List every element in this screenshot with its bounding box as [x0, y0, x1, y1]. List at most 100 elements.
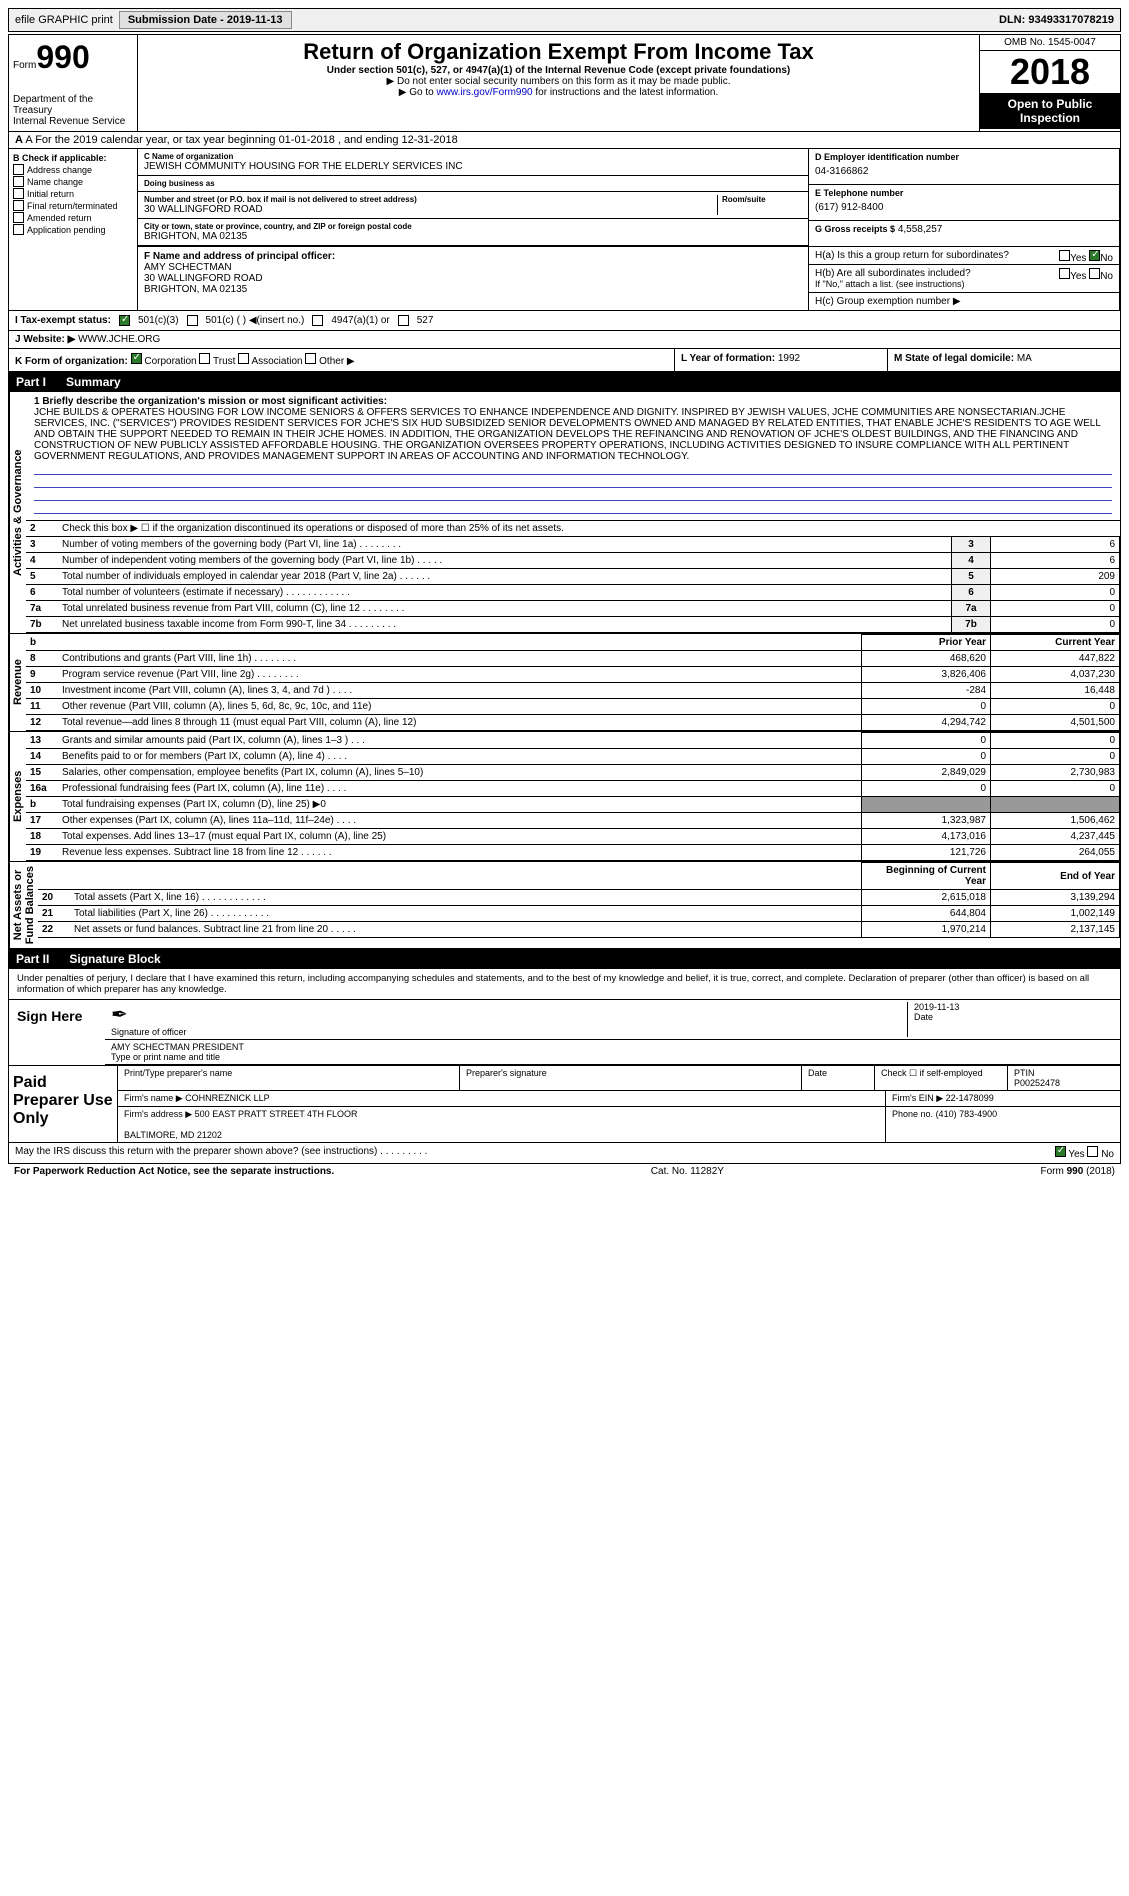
dept-treasury: Department of the Treasury Internal Reve…	[13, 94, 133, 127]
paid-preparer-block: Paid Preparer Use Only Print/Type prepar…	[8, 1066, 1121, 1143]
pra-notice: For Paperwork Reduction Act Notice, see …	[14, 1166, 334, 1177]
ha-yes-box[interactable]	[1059, 250, 1070, 261]
check-label: Name change	[27, 177, 83, 187]
ein-value: 04-3166862	[815, 162, 1113, 181]
h-b-row: H(b) Are all subordinates included? Yes …	[809, 265, 1119, 293]
sidebar-rev: Revenue	[9, 634, 26, 731]
section-c: C Name of organization JEWISH COMMUNITY …	[138, 149, 1120, 310]
netassets-table: Beginning of Current YearEnd of Year20To…	[38, 862, 1120, 938]
trust-box[interactable]	[199, 353, 210, 364]
trust-label: Trust	[213, 356, 235, 367]
firm-ein-label: Firm's EIN ▶	[892, 1093, 943, 1103]
addr-label: Number and street (or P.O. box if mail i…	[144, 195, 717, 204]
check-box[interactable]	[13, 224, 24, 235]
discuss-no-box[interactable]	[1087, 1146, 1098, 1157]
firm-ein: 22-1478099	[946, 1093, 994, 1103]
city-state-zip: BRIGHTON, MA 02135	[144, 231, 802, 242]
main-info-block: B Check if applicable: Address change Nam…	[8, 149, 1121, 311]
discuss-no: No	[1101, 1149, 1114, 1160]
mission-label: 1 Briefly describe the organization's mi…	[34, 396, 1112, 407]
gross-label: G Gross receipts $	[815, 224, 895, 234]
corp-box[interactable]	[131, 353, 142, 364]
submission-date-btn[interactable]: Submission Date - 2019-11-13	[119, 11, 292, 29]
discuss-yes-box[interactable]	[1055, 1146, 1066, 1157]
mission-text: JCHE BUILDS & OPERATES HOUSING FOR LOW I…	[34, 407, 1112, 462]
prep-name-hdr: Print/Type preparer's name	[118, 1066, 460, 1090]
org-name: JEWISH COMMUNITY HOUSING FOR THE ELDERLY…	[144, 161, 802, 172]
b-header: B Check if applicable:	[13, 153, 133, 163]
calendar-year-line: A A For the 2019 calendar year, or tax y…	[8, 132, 1121, 149]
501c-label: 501(c) ( ) ◀(insert no.)	[206, 315, 305, 326]
sign-here-label: Sign Here	[9, 1000, 105, 1065]
klm-row: K Form of organization: Corporation Trus…	[8, 349, 1121, 372]
4947-label: 4947(a)(1) or	[331, 315, 389, 326]
subtitle-3: ▶ Go to www.irs.gov/Form990 for instruct…	[142, 87, 975, 98]
officer-addr: 30 WALLINGFORD ROAD BRIGHTON, MA 02135	[144, 273, 802, 295]
check-label: Initial return	[27, 189, 74, 199]
ha-yes: Yes	[1070, 253, 1086, 264]
ha-no: No	[1100, 253, 1113, 264]
l-label: L Year of formation:	[681, 353, 775, 364]
city-label: City or town, state or province, country…	[144, 222, 802, 231]
check-box[interactable]	[13, 212, 24, 223]
check-box[interactable]	[13, 164, 24, 175]
corp-label: Corporation	[144, 356, 196, 367]
website-row: J Website: ▶ WWW.JCHE.ORG	[8, 331, 1121, 349]
discuss-row: May the IRS discuss this return with the…	[8, 1143, 1121, 1164]
assoc-box[interactable]	[238, 353, 249, 364]
527-box[interactable]	[398, 315, 409, 326]
cal-year-text: A For the 2019 calendar year, or tax yea…	[25, 134, 457, 146]
h-a-row: H(a) Is this a group return for subordin…	[809, 247, 1119, 265]
tax-year: 2018	[980, 51, 1120, 93]
hb-text: H(b) Are all subordinates included?	[815, 268, 971, 279]
form-footer: Form 990 (2018)	[1041, 1166, 1115, 1177]
phone-value: (617) 912-8400	[815, 198, 1113, 217]
signature-block: Under penalties of perjury, I declare th…	[8, 969, 1121, 1066]
ag-table: 2Check this box ▶ ☐ if the organization …	[26, 521, 1120, 633]
dba-label: Doing business as	[144, 179, 802, 188]
tax-exempt-row: I Tax-exempt status: 501(c)(3) 501(c) ( …	[8, 311, 1121, 331]
section-b: B Check if applicable: Address change Nam…	[9, 149, 138, 310]
check-label: Address change	[27, 165, 92, 175]
check-box[interactable]	[13, 200, 24, 211]
hb-no-box[interactable]	[1089, 268, 1100, 279]
firm-name: COHNREZNICK LLP	[185, 1093, 270, 1103]
officer-name-title: AMY SCHECTMAN PRESIDENT	[111, 1042, 1114, 1052]
other-box[interactable]	[305, 353, 316, 364]
discuss-yes: Yes	[1068, 1149, 1084, 1160]
cat-no: Cat. No. 11282Y	[651, 1166, 724, 1177]
check-box[interactable]	[13, 188, 24, 199]
sidebar-ag: Activities & Governance	[9, 392, 26, 633]
netassets-section: Net Assets or Fund Balances Beginning of…	[8, 862, 1121, 949]
m-label: M State of legal domicile:	[894, 353, 1014, 364]
org-name-label: C Name of organization	[144, 152, 802, 161]
part-1-header: Part I Summary	[8, 372, 1121, 392]
form990-link[interactable]: www.irs.gov/Form990	[436, 87, 532, 98]
hb-yes-box[interactable]	[1059, 268, 1070, 279]
check-box[interactable]	[13, 176, 24, 187]
prep-date-hdr: Date	[802, 1066, 875, 1090]
ha-text: H(a) Is this a group return for subordin…	[815, 250, 1009, 261]
expenses-table: 13Grants and similar amounts paid (Part …	[26, 732, 1120, 861]
501c3-box[interactable]	[119, 315, 130, 326]
firm-phone: (410) 783-4900	[936, 1109, 998, 1119]
subtitle-2: ▶ Do not enter social security numbers o…	[142, 76, 975, 87]
l-value: 1992	[778, 353, 800, 364]
part1-title: Summary	[66, 375, 121, 389]
ein-label: D Employer identification number	[815, 152, 1113, 162]
ha-no-box[interactable]	[1089, 250, 1100, 261]
penalty-text: Under penalties of perjury, I declare th…	[9, 969, 1120, 999]
part2-title: Signature Block	[69, 952, 160, 966]
form-header: Form 990 Department of the Treasury Inte…	[8, 34, 1121, 132]
4947-box[interactable]	[312, 315, 323, 326]
501c-box[interactable]	[187, 315, 198, 326]
goto-pre: ▶ Go to	[399, 87, 437, 98]
firm-name-label: Firm's name ▶	[124, 1093, 183, 1103]
expenses-section: Expenses 13Grants and similar amounts pa…	[8, 732, 1121, 862]
website-value: WWW.JCHE.ORG	[78, 334, 160, 345]
i-label: I Tax-exempt status:	[15, 315, 111, 326]
omb-number: OMB No. 1545-0047	[980, 35, 1120, 51]
prep-sig-hdr: Preparer's signature	[460, 1066, 802, 1090]
hb-no: No	[1100, 271, 1113, 282]
527-label: 527	[417, 315, 434, 326]
